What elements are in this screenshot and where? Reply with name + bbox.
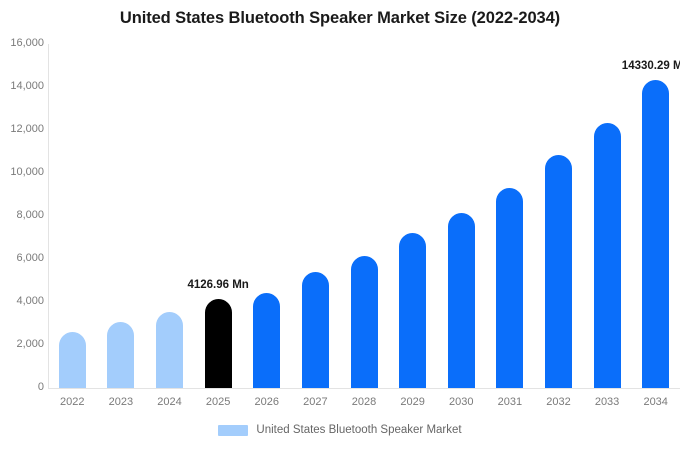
bar-2032[interactable] [544, 154, 572, 388]
legend-swatch [218, 424, 249, 436]
x-axis-tick-2025: 2025 [205, 396, 231, 408]
x-axis-tick-2031: 2031 [497, 396, 523, 408]
bar-slot [447, 44, 475, 388]
bar-slot [496, 44, 524, 388]
x-axis-tick-2022: 2022 [60, 396, 85, 408]
chart-title: United States Bluetooth Speaker Market S… [119, 9, 561, 27]
bar-2033[interactable] [593, 122, 621, 388]
bar-2027[interactable] [301, 271, 329, 388]
chart-legend: United States Bluetooth Speaker Market [0, 424, 680, 436]
bar-value-label-2025: 4126.96 Mn [187, 279, 249, 292]
bar-2029[interactable] [399, 233, 427, 388]
bar-slot [58, 44, 86, 388]
plot-area: 4126.96 Mn 14330.29 Mn [48, 44, 680, 388]
bar-2030[interactable] [447, 213, 475, 388]
x-axis-tick-2033: 2033 [594, 396, 620, 408]
x-axis-tick-2028: 2028 [351, 396, 377, 408]
bar-2028[interactable] [350, 256, 378, 388]
x-axis-line [48, 388, 680, 389]
y-axis-tick: 14,000 [10, 80, 44, 92]
bar-slot [593, 44, 621, 388]
x-axis-tick-2030: 2030 [448, 396, 474, 408]
x-axis-tick-2034: 2034 [643, 396, 668, 408]
bar-2025[interactable] [204, 299, 232, 388]
x-axis-tick-2026: 2026 [254, 396, 280, 408]
y-axis-line [48, 44, 49, 389]
y-axis-tick: 10,000 [10, 166, 44, 178]
bar-2022[interactable] [58, 331, 86, 388]
bar-slot [399, 44, 427, 388]
x-axis-tick-2024: 2024 [157, 396, 182, 408]
y-axis-tick: 4,000 [16, 295, 44, 307]
x-axis-tick-2023: 2023 [108, 396, 134, 408]
bar-2026[interactable] [253, 292, 281, 388]
y-axis-tick: 12,000 [10, 123, 44, 135]
y-axis-tick: 2,000 [16, 338, 44, 350]
x-axis-tick-2027: 2027 [303, 396, 328, 408]
bar-slot [544, 44, 572, 388]
y-axis-tick: 16,000 [10, 37, 44, 49]
bar-2024[interactable] [156, 312, 184, 388]
bar-value-label-2034: 14330.29 Mn [621, 59, 680, 72]
y-axis-tick: 6,000 [16, 252, 44, 264]
bar-slot [156, 44, 184, 388]
bar-2023[interactable] [107, 322, 135, 388]
bar-2034[interactable] [642, 79, 670, 388]
y-axis-tick: 8,000 [16, 209, 44, 221]
bar-slot [253, 44, 281, 388]
x-axis-tick-2029: 2029 [400, 396, 425, 408]
bar-slot [107, 44, 135, 388]
y-axis-tick: 0 [37, 381, 44, 393]
bar-2031[interactable] [496, 188, 524, 388]
bar-slot [204, 44, 232, 388]
legend-label: United States Bluetooth Speaker Market [256, 424, 462, 436]
bar-slot [301, 44, 329, 388]
x-axis-tick-2032: 2032 [546, 396, 571, 408]
y-axis-labels: 16,000 14,000 12,000 10,000 8,000 6,000 4,000 2… [0, 0, 44, 450]
bar-slot [350, 44, 378, 388]
bar-slot [642, 44, 670, 388]
